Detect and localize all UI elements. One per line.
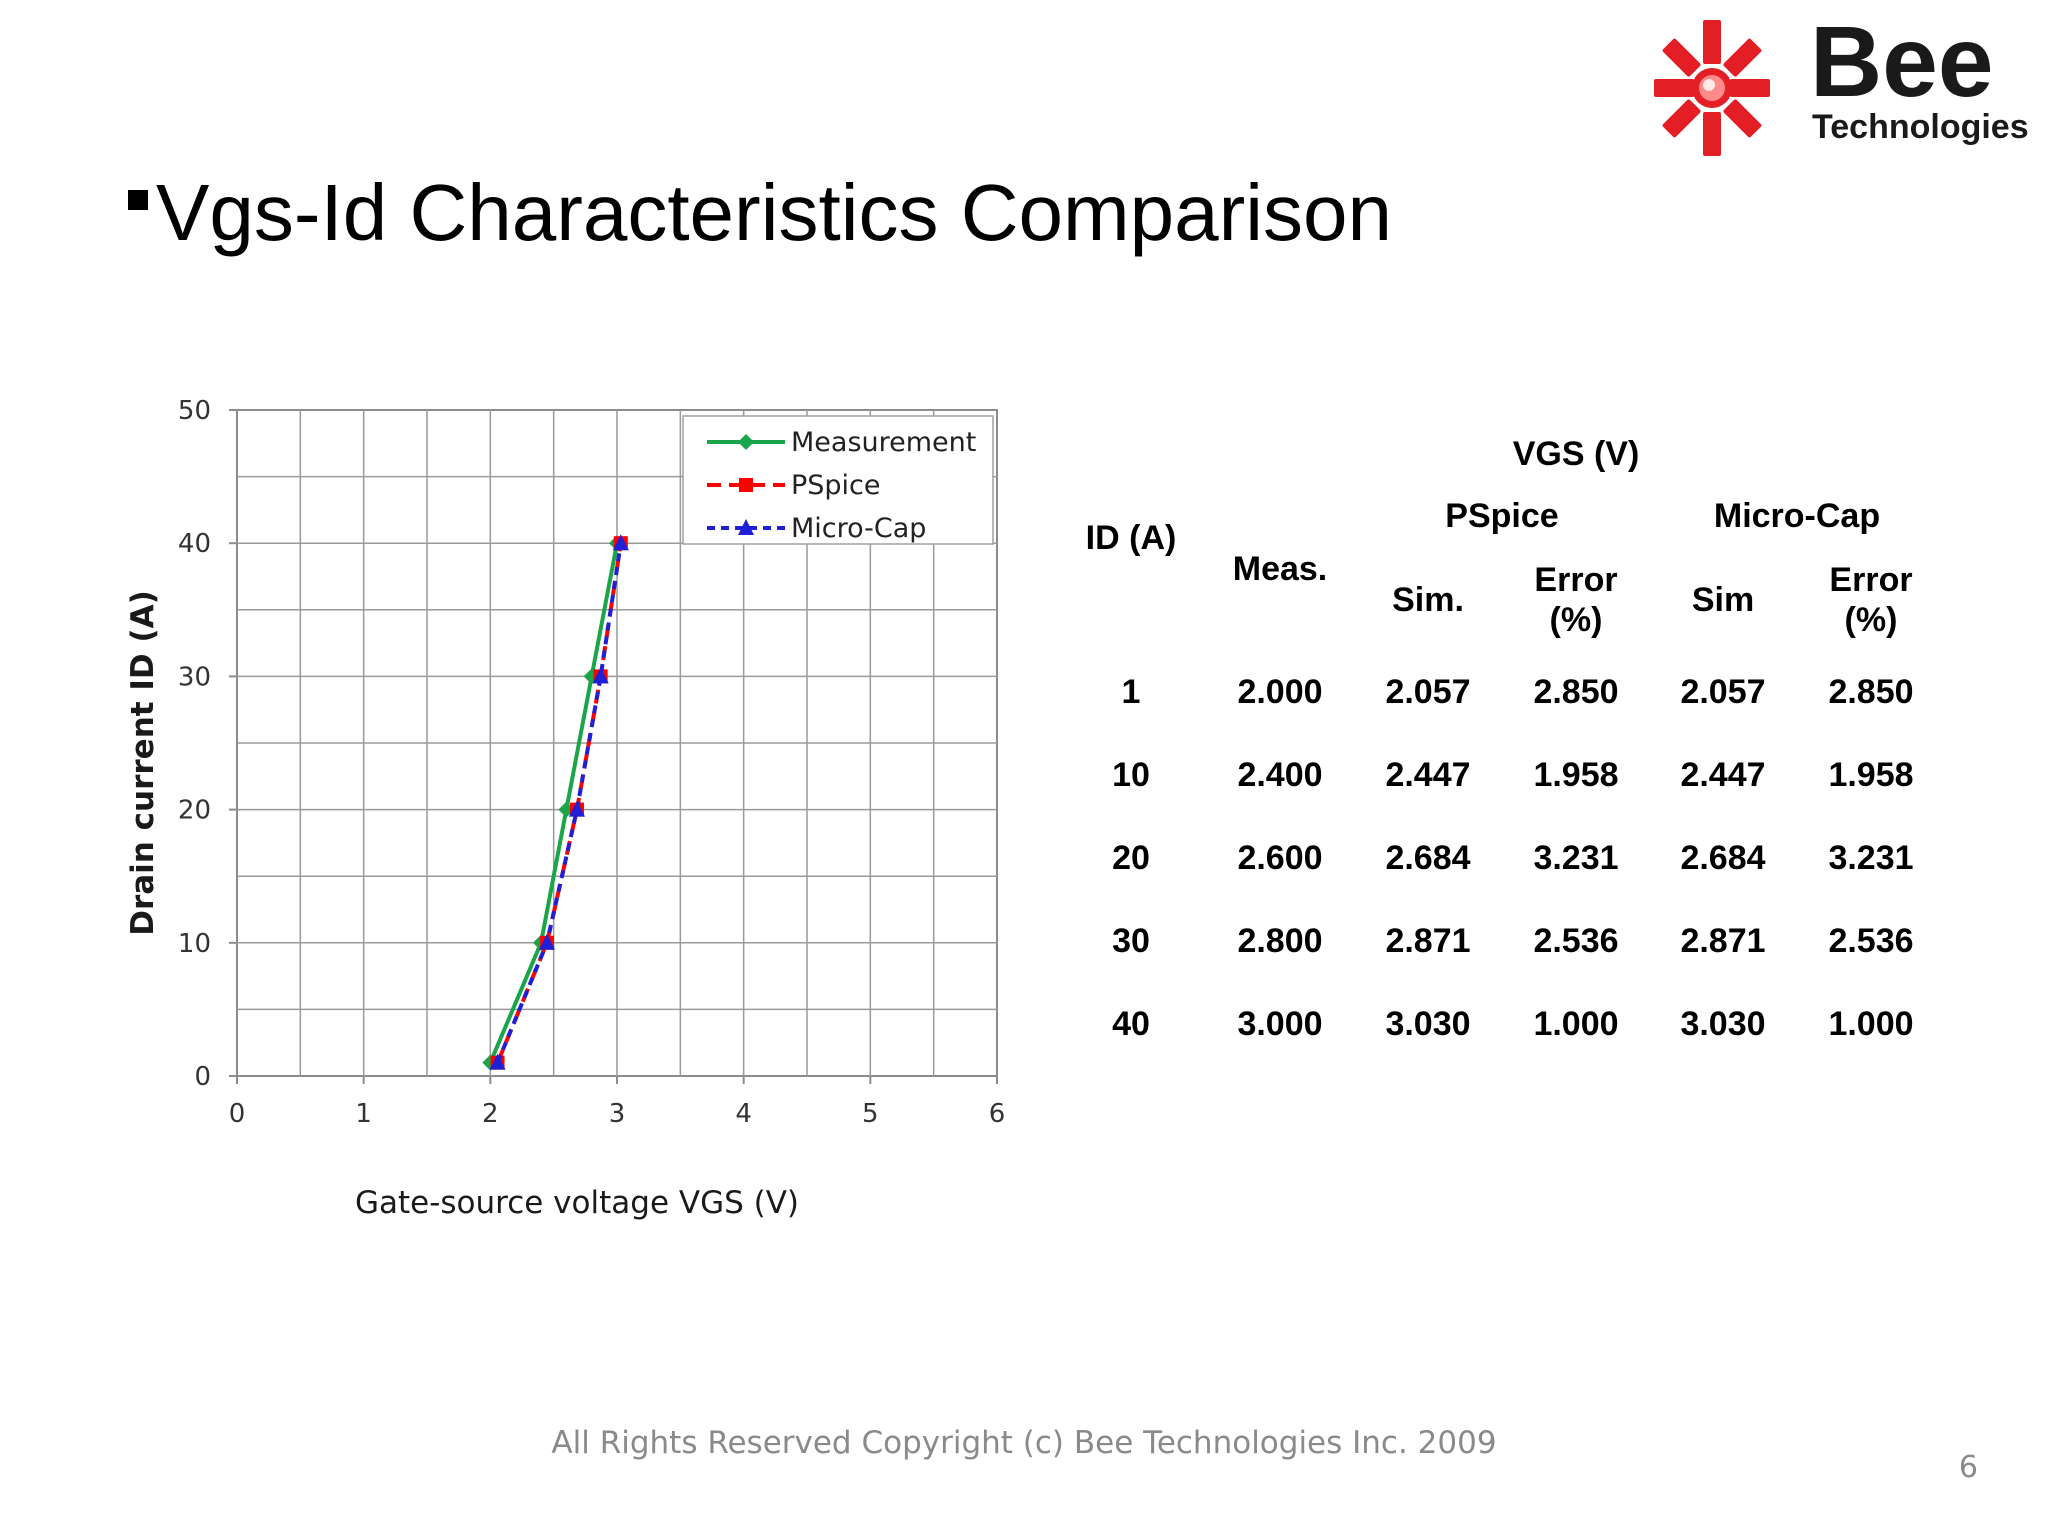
- legend-item-micro-cap: Micro-Cap: [707, 513, 926, 544]
- legend-swatch-marker: [739, 478, 753, 492]
- slide-title-text: Vgs-Id Characteristics Comparison: [156, 168, 1392, 257]
- x-tick-label: 5: [862, 1099, 879, 1129]
- y-tick-label: 20: [178, 796, 211, 826]
- id-header: ID (A): [1085, 519, 1177, 557]
- row-1-id: 1: [1121, 673, 1141, 711]
- row-4-pspice-error: 2.536: [1533, 922, 1619, 960]
- row-5-pspice-sim: 3.030: [1385, 1005, 1471, 1043]
- percent-label: (%): [1844, 601, 1898, 639]
- microcap-header: Micro-Cap: [1713, 497, 1881, 535]
- vgs-group-header: VGS (V): [1512, 435, 1640, 473]
- x-tick-label: 1: [355, 1099, 372, 1129]
- y-tick-label: 50: [178, 396, 211, 426]
- y-tick-label: 0: [194, 1062, 211, 1092]
- legend-box: [682, 415, 994, 545]
- legend-swatch-marker: [738, 434, 754, 450]
- row-2-microcap-error: 1.958: [1828, 756, 1914, 794]
- legend-label: Micro-Cap: [791, 513, 926, 544]
- microcap-error-header: Error (%): [1829, 560, 1912, 640]
- row-4-meas: 2.800: [1237, 922, 1323, 960]
- x-tick-label: 3: [609, 1099, 626, 1129]
- copyright-footer: All Rights Reserved Copyright (c) Bee Te…: [551, 1425, 1497, 1461]
- row-1-microcap-sim: 2.057: [1680, 673, 1766, 711]
- row-1-meas: 2.000: [1237, 673, 1323, 711]
- row-5-meas: 3.000: [1237, 1005, 1323, 1043]
- microcap-sim-header: Sim: [1691, 581, 1755, 619]
- row-3-meas: 2.600: [1237, 839, 1323, 877]
- row-3-microcap-sim: 2.684: [1680, 839, 1766, 877]
- chart-ticks: 0 1 2 3 4 5 6 0 10 20 30 40 50: [178, 396, 1005, 1129]
- x-tick-label: 6: [989, 1099, 1006, 1129]
- row-4-microcap-sim: 2.871: [1680, 922, 1766, 960]
- pspice-error-header: Error (%): [1534, 560, 1617, 640]
- legend-swatch-marker: [738, 519, 754, 535]
- row-2-meas: 2.400: [1237, 756, 1323, 794]
- page-number: 6: [1958, 1450, 1978, 1485]
- y-axis-label: Drain current ID (A): [125, 590, 161, 936]
- row-4-microcap-error: 2.536: [1828, 922, 1914, 960]
- legend-label: PSpice: [791, 470, 881, 501]
- legend-item-pspice: PSpice: [707, 470, 881, 501]
- row-2-pspice-error: 1.958: [1533, 756, 1619, 794]
- logo-subtitle-text: Technologies: [1812, 108, 2029, 146]
- row-5-id: 40: [1112, 1005, 1150, 1043]
- error-label: Error: [1534, 561, 1618, 599]
- row-3-microcap-error: 3.231: [1828, 839, 1914, 877]
- row-1-microcap-error: 2.850: [1828, 673, 1914, 711]
- row-4-id: 30: [1112, 922, 1150, 960]
- bee-technologies-logo: Bee Technologies: [1654, 16, 2029, 156]
- row-5-microcap-sim: 3.030: [1680, 1005, 1766, 1043]
- row-5-pspice-error: 1.000: [1533, 1005, 1619, 1043]
- data-point-micro-cap: [612, 534, 629, 551]
- pspice-sim-header: Sim.: [1392, 581, 1464, 619]
- bullet-icon: [128, 190, 148, 210]
- x-tick-label: 4: [735, 1099, 752, 1129]
- chart-legend: Measurement PSpice Micro-Cap: [682, 415, 994, 545]
- row-5-microcap-error: 1.000: [1828, 1005, 1914, 1043]
- row-3-pspice-error: 3.231: [1533, 839, 1619, 877]
- series-micro-cap: [489, 534, 629, 1070]
- legend-item-measurement: Measurement: [707, 427, 976, 458]
- data-point-micro-cap: [592, 667, 609, 684]
- row-2-microcap-sim: 2.447: [1680, 756, 1766, 794]
- row-2-pspice-sim: 2.447: [1385, 756, 1471, 794]
- sunburst-icon: [1654, 20, 1770, 156]
- row-1-pspice-sim: 2.057: [1385, 673, 1471, 711]
- x-tick-label: 2: [482, 1099, 499, 1129]
- y-tick-label: 40: [178, 529, 211, 559]
- data-point-micro-cap: [489, 1053, 506, 1070]
- row-3-id: 20: [1112, 839, 1150, 877]
- pspice-header: PSpice: [1445, 497, 1559, 535]
- y-tick-label: 30: [178, 662, 211, 692]
- row-2-id: 10: [1112, 756, 1150, 794]
- legend-label: Measurement: [791, 427, 976, 458]
- data-point-micro-cap: [568, 800, 585, 817]
- error-label: Error: [1829, 561, 1913, 599]
- y-tick-label: 10: [178, 929, 211, 959]
- meas-header: Meas.: [1232, 550, 1328, 588]
- logo-brand-text: Bee: [1810, 16, 1993, 118]
- chart-series: [482, 534, 629, 1071]
- row-1-pspice-error: 2.850: [1533, 673, 1619, 711]
- row-3-pspice-sim: 2.684: [1385, 839, 1471, 877]
- percent-label: (%): [1549, 601, 1603, 639]
- row-4-pspice-sim: 2.871: [1385, 922, 1471, 960]
- x-axis-label: Gate-source voltage VGS (V): [355, 1185, 799, 1221]
- x-tick-label: 0: [229, 1099, 246, 1129]
- data-point-micro-cap: [538, 933, 555, 950]
- slide-title: Vgs-Id Characteristics Comparison: [128, 168, 1392, 258]
- vgs-id-chart: 0 1 2 3 4 5 6 0 10 20 30 40 50 Measurement PSpice Micr…: [125, 396, 1005, 1221]
